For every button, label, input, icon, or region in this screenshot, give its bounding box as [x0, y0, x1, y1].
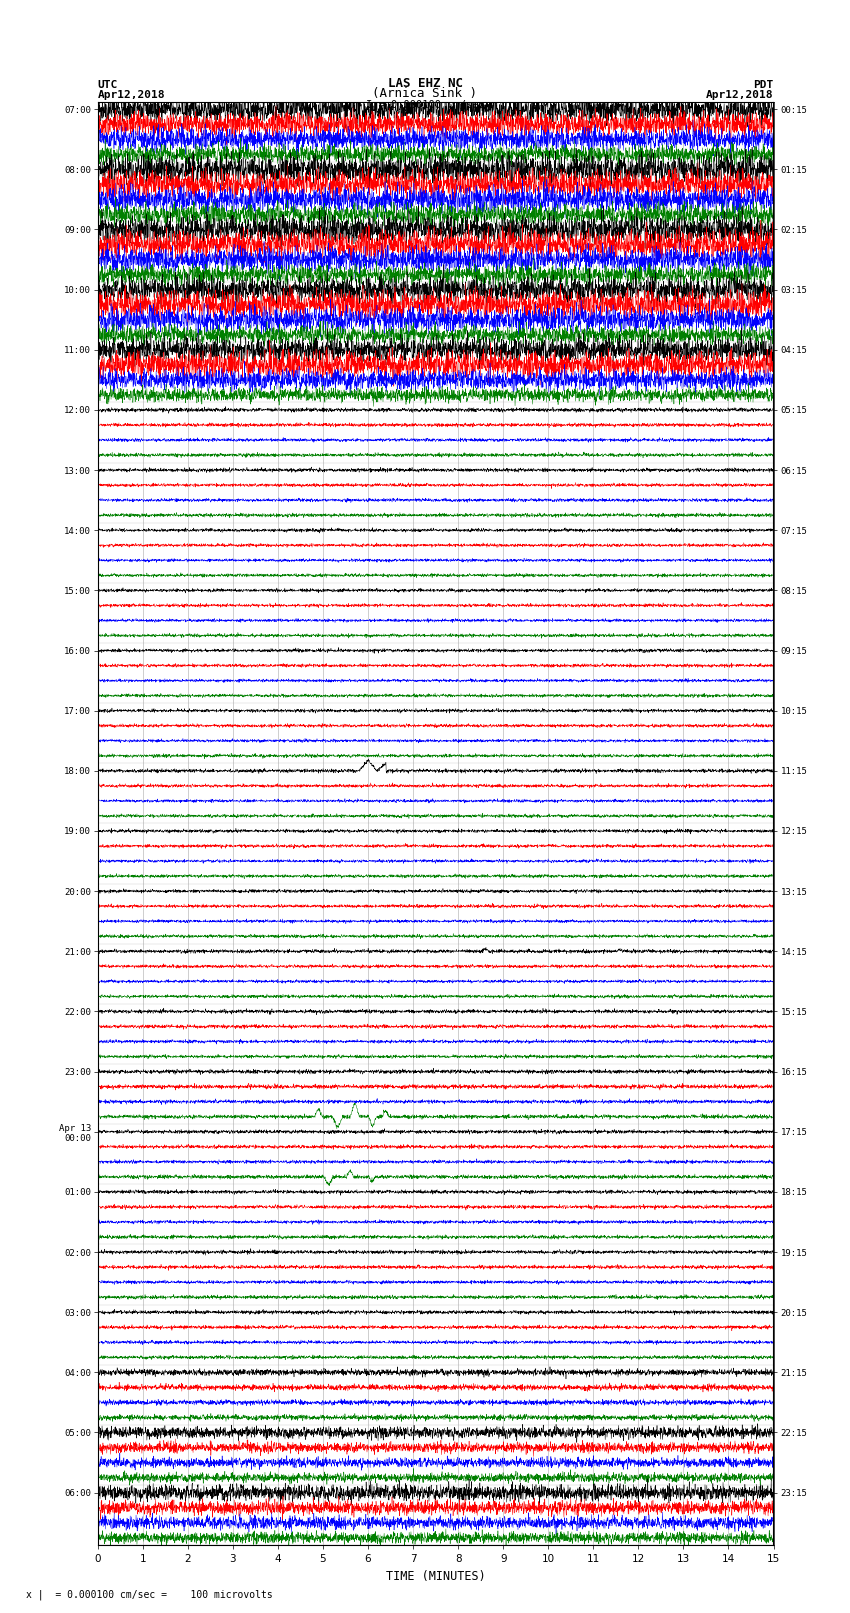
Text: UTC: UTC: [98, 79, 118, 90]
Text: I = 0.000100 cm/sec: I = 0.000100 cm/sec: [366, 100, 484, 111]
Text: LAS EHZ NC: LAS EHZ NC: [388, 76, 462, 90]
Text: PDT: PDT: [753, 79, 774, 90]
Text: (Arnica Sink ): (Arnica Sink ): [372, 87, 478, 100]
Text: Apr12,2018: Apr12,2018: [706, 90, 774, 100]
Text: x |  = 0.000100 cm/sec =    100 microvolts: x | = 0.000100 cm/sec = 100 microvolts: [26, 1589, 272, 1600]
Text: Apr12,2018: Apr12,2018: [98, 90, 165, 100]
X-axis label: TIME (MINUTES): TIME (MINUTES): [386, 1569, 485, 1582]
